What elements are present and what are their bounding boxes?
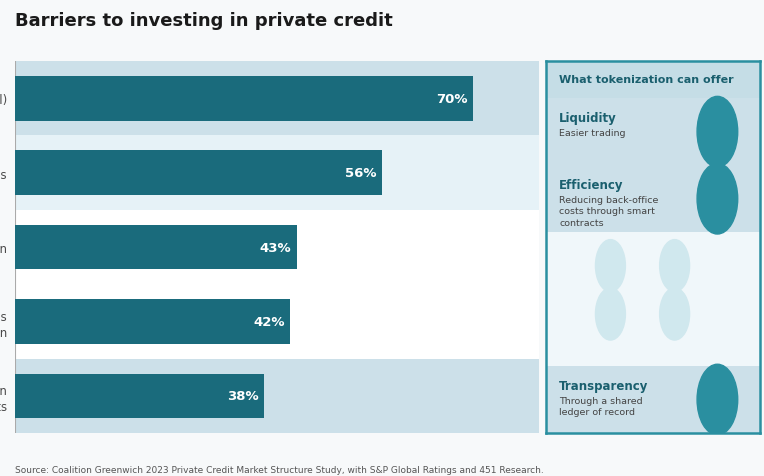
Circle shape [595, 240, 626, 292]
Text: Reducing back-office
costs through smart
contracts: Reducing back-office costs through smart… [559, 196, 659, 228]
Bar [15, 374, 264, 418]
Bar [15, 62, 539, 136]
Bar [15, 225, 296, 270]
Circle shape [697, 97, 738, 168]
Circle shape [659, 288, 690, 340]
FancyBboxPatch shape [546, 233, 760, 299]
Text: Liquidity: Liquidity [559, 112, 617, 125]
Bar [15, 299, 290, 344]
Text: Transparency: Transparency [559, 379, 649, 392]
Text: Through a shared
ledger of record: Through a shared ledger of record [559, 396, 643, 416]
Text: Barriers to investing in private credit: Barriers to investing in private credit [15, 12, 393, 30]
Bar [15, 210, 539, 285]
Bar [15, 285, 539, 359]
Text: 70%: 70% [436, 92, 468, 106]
Text: 42%: 42% [254, 315, 285, 328]
Circle shape [659, 240, 690, 292]
Text: Source: Coalition Greenwich 2023 Private Credit Market Structure Study, with S&P: Source: Coalition Greenwich 2023 Private… [15, 465, 544, 474]
FancyBboxPatch shape [546, 62, 760, 99]
FancyBboxPatch shape [546, 299, 760, 367]
Circle shape [697, 365, 738, 435]
FancyBboxPatch shape [546, 99, 760, 166]
FancyBboxPatch shape [546, 166, 760, 233]
Text: 43%: 43% [260, 241, 291, 254]
Circle shape [697, 164, 738, 235]
Text: 38%: 38% [227, 389, 259, 403]
Bar [15, 136, 539, 210]
Bar [15, 77, 473, 121]
Bar [15, 359, 539, 433]
Text: What tokenization can offer: What tokenization can offer [559, 75, 733, 85]
Circle shape [595, 288, 626, 340]
Text: 56%: 56% [345, 167, 377, 180]
Text: Easier trading: Easier trading [559, 129, 626, 138]
Text: Efficiency: Efficiency [559, 179, 623, 192]
Bar [15, 151, 382, 196]
FancyBboxPatch shape [546, 367, 760, 433]
